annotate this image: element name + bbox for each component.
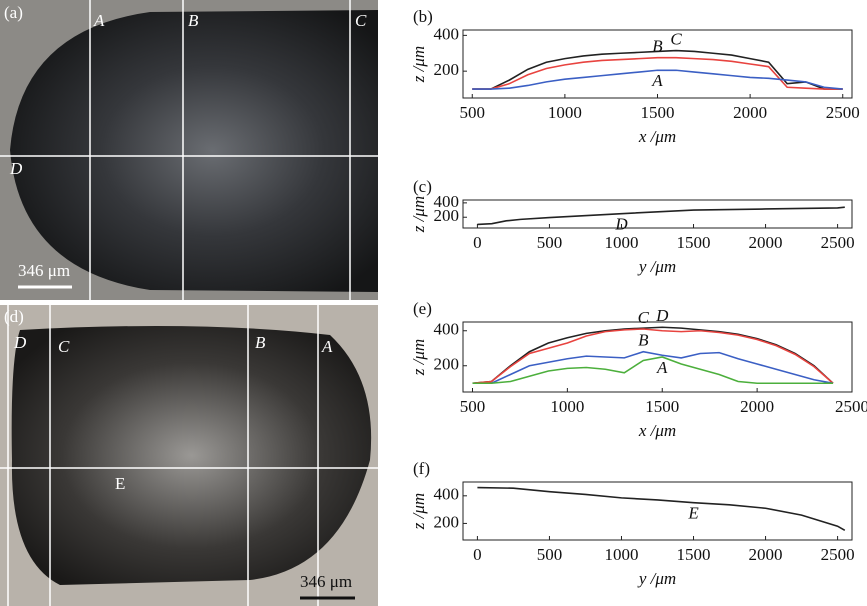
plot-frame — [463, 482, 852, 540]
line-label: B — [188, 11, 199, 30]
micrograph-d: (d) D C B A E 346 μm — [0, 305, 378, 606]
y-tick-label: 200 — [434, 355, 460, 374]
data-line — [477, 207, 844, 224]
x-tick-label: 2000 — [740, 397, 774, 416]
scale-bar-label: 346 μm — [300, 572, 352, 591]
y-tick-label: 400 — [434, 485, 460, 504]
x-axis-label: y /μm — [637, 569, 676, 588]
y-axis-label: z /μm — [409, 339, 428, 376]
x-tick-label: 1500 — [645, 397, 679, 416]
x-tick-label: 500 — [460, 397, 486, 416]
panel-label: (b) — [413, 7, 433, 26]
x-tick-label: 1000 — [548, 103, 582, 122]
panel-label: (c) — [413, 177, 432, 196]
x-tick-label: 2500 — [835, 397, 867, 416]
x-tick-label: 2500 — [821, 545, 855, 564]
x-tick-label: 1500 — [677, 233, 711, 252]
x-axis-label: y /μm — [637, 257, 676, 276]
line-label: D — [9, 159, 23, 178]
plot-frame — [463, 200, 852, 228]
data-line — [477, 488, 844, 531]
x-tick-label: 1000 — [604, 233, 638, 252]
x-axis-label: x /μm — [638, 421, 676, 440]
y-axis-label: z /μm — [409, 493, 428, 530]
y-tick-label: 200 — [434, 60, 460, 79]
line-label: A — [93, 11, 105, 30]
line-label: E — [115, 474, 125, 493]
micrograph-a: (a) A B C D 346 μm — [0, 0, 378, 300]
x-tick-label: 500 — [460, 103, 486, 122]
x-tick-label: 2500 — [826, 103, 860, 122]
y-axis-label: z /μm — [409, 46, 428, 83]
x-tick-label: 0 — [473, 233, 482, 252]
line-label: C — [58, 337, 70, 356]
panel-label: (f) — [413, 459, 430, 478]
y-axis-label: z /μm — [409, 196, 428, 233]
panel-label: (e) — [413, 299, 432, 318]
curve-label: A — [651, 71, 663, 90]
curve-label: B — [638, 331, 649, 350]
x-tick-label: 2000 — [733, 103, 767, 122]
x-tick-label: 2500 — [821, 233, 855, 252]
scale-bar-label: 346 μm — [18, 261, 70, 280]
curve-label: D — [614, 215, 628, 234]
panel-label: (d) — [4, 307, 24, 326]
y-tick-label: 400 — [434, 320, 460, 339]
data-line — [472, 352, 833, 384]
x-tick-label: 1500 — [641, 103, 675, 122]
x-tick-label: 2000 — [749, 545, 783, 564]
line-label: D — [13, 333, 27, 352]
curve-label: B — [652, 37, 663, 56]
y-tick-label: 400 — [434, 24, 460, 43]
line-label: C — [355, 11, 367, 30]
curve-label: D — [655, 306, 669, 325]
panel-label: (a) — [4, 3, 23, 22]
curve-label: A — [656, 358, 668, 377]
x-tick-label: 2000 — [749, 233, 783, 252]
x-axis-label: x /μm — [638, 127, 676, 146]
curve-label: E — [687, 504, 699, 523]
curve-label: C — [638, 308, 650, 327]
x-tick-label: 500 — [537, 233, 563, 252]
y-tick-label: 200 — [434, 512, 460, 531]
x-tick-label: 1500 — [677, 545, 711, 564]
data-line — [472, 329, 833, 383]
figure: (a) A B C D 346 μm (d) D C B A E 346 μm … — [0, 0, 867, 606]
line-label: A — [321, 337, 333, 356]
y-tick-label: 400 — [434, 192, 460, 211]
x-tick-label: 0 — [473, 545, 482, 564]
x-tick-label: 1000 — [550, 397, 584, 416]
curve-label: C — [670, 29, 682, 48]
line-label: B — [255, 333, 266, 352]
x-tick-label: 500 — [537, 545, 563, 564]
x-tick-label: 1000 — [604, 545, 638, 564]
